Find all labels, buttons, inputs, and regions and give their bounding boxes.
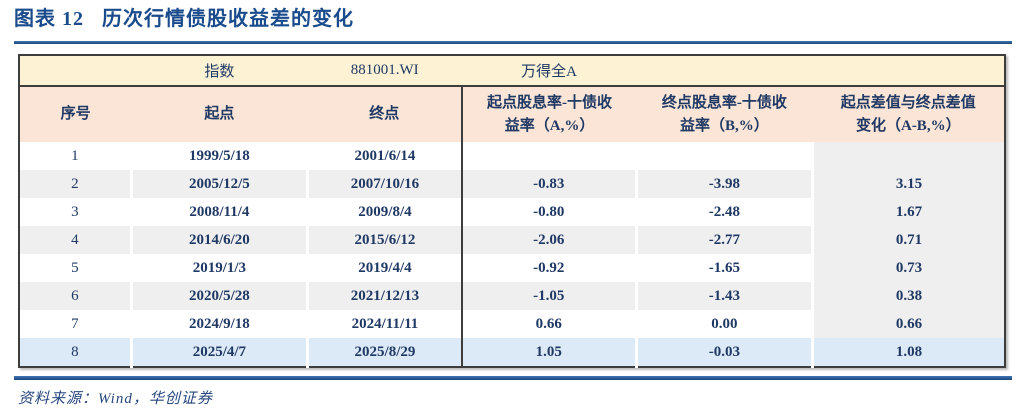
table-row: 7 2024/9/18 2024/11/11 0.66 0.00 0.66 xyxy=(19,310,1005,338)
column-header-end: 终点 xyxy=(307,85,462,142)
start-date-cell: 2014/6/20 xyxy=(129,226,308,254)
table-row: 1 1999/5/18 2001/6/14 xyxy=(19,142,1005,170)
column-header-a: 起点股息率-十债收 益率（A,%） xyxy=(460,85,637,142)
start-date-cell: 2005/12/5 xyxy=(129,170,308,198)
seq-cell: 5 xyxy=(19,254,132,282)
yield-spread-table: 指数 881001.WI 万得全A 序号 起点 终点 起点股息率-十债收 益率（… xyxy=(18,54,1006,368)
seq-cell: 2 xyxy=(19,170,132,198)
value-diff-cell: 0.38 xyxy=(811,282,1005,310)
end-date-cell: 2019/4/4 xyxy=(306,254,462,282)
table-row: 2 2005/12/5 2007/10/16 -0.83 -3.98 3.15 xyxy=(19,170,1005,198)
index-label-cell: 指数 xyxy=(131,55,308,86)
table-row: 3 2008/11/4 2009/8/4 -0.80 -2.48 1.67 xyxy=(19,198,1005,226)
value-diff-cell: 1.67 xyxy=(811,198,1005,226)
value-diff-cell: 0.66 xyxy=(811,310,1005,338)
value-diff-cell: 3.15 xyxy=(811,170,1005,198)
start-date-cell: 2025/4/7 xyxy=(129,338,308,367)
end-date-cell: 2007/10/16 xyxy=(306,170,462,198)
column-header-b-line1: 终点股息率-十债收 xyxy=(661,94,787,111)
value-b-cell: -1.65 xyxy=(634,254,813,282)
value-b-cell: -2.48 xyxy=(634,198,813,226)
column-header-b-line2: 益率（B,%） xyxy=(680,117,769,134)
end-date-cell: 2025/8/29 xyxy=(306,338,462,367)
table-row: 4 2014/6/20 2015/6/12 -2.06 -2.77 0.71 xyxy=(19,226,1005,254)
value-a-cell: 1.05 xyxy=(460,338,637,367)
seq-cell: 4 xyxy=(19,226,132,254)
end-date-cell: 2015/6/12 xyxy=(306,226,462,254)
value-diff-cell: 1.08 xyxy=(811,338,1005,367)
seq-cell: 1 xyxy=(19,142,132,170)
index-row-empty-cell xyxy=(636,55,813,86)
end-date-cell: 2021/12/13 xyxy=(306,282,462,310)
table-header-row: 序号 起点 终点 起点股息率-十债收 益率（A,%） 终点股息率-十债收 益率（… xyxy=(19,85,1005,142)
column-header-b: 终点股息率-十债收 益率（B,%） xyxy=(636,85,813,142)
figure-title: 图表 12 历次行情债股收益差的变化 xyxy=(14,6,1012,32)
value-a-cell: -0.83 xyxy=(460,170,637,198)
value-a-cell: -0.92 xyxy=(460,254,637,282)
value-b-cell xyxy=(634,142,813,170)
title-divider-rule xyxy=(14,41,1012,44)
seq-cell: 6 xyxy=(19,282,132,310)
end-date-cell: 2001/6/14 xyxy=(306,142,462,170)
column-header-diff-line1: 起点差值与终点差值 xyxy=(840,94,976,111)
start-date-cell: 1999/5/18 xyxy=(129,142,308,170)
index-row-empty-cell xyxy=(812,55,1005,86)
column-header-a-line2: 益率（A,%） xyxy=(504,117,595,134)
value-a-cell: -0.80 xyxy=(460,198,637,226)
value-diff-cell: 0.73 xyxy=(811,254,1005,282)
start-date-cell: 2019/1/3 xyxy=(129,254,308,282)
value-a-cell: -2.06 xyxy=(460,226,637,254)
column-header-seq: 序号 xyxy=(19,85,132,142)
value-b-cell: -1.43 xyxy=(634,282,813,310)
value-a-cell: 0.66 xyxy=(460,310,637,338)
source-note: 资料来源：Wind，华创证券 xyxy=(18,391,213,407)
index-code-cell: 881001.WI xyxy=(307,55,462,86)
end-date-cell: 2024/11/11 xyxy=(306,310,462,338)
table-row: 5 2019/1/3 2019/4/4 -0.92 -1.65 0.73 xyxy=(19,254,1005,282)
footer-divider-rule xyxy=(14,376,1012,380)
column-header-start: 起点 xyxy=(131,85,308,142)
index-name-cell: 万得全A xyxy=(461,55,637,86)
table-row-highlighted: 8 2025/4/7 2025/8/29 1.05 -0.03 1.08 xyxy=(19,338,1005,367)
start-date-cell: 2020/5/28 xyxy=(129,282,308,310)
table-row: 6 2020/5/28 2021/12/13 -1.05 -1.43 0.38 xyxy=(19,282,1005,310)
end-date-cell: 2009/8/4 xyxy=(306,198,462,226)
value-b-cell: 0.00 xyxy=(634,310,813,338)
column-header-diff-line2: 变化（A-B,%） xyxy=(855,117,961,134)
value-b-cell: -0.03 xyxy=(634,338,813,367)
value-a-cell xyxy=(460,142,637,170)
value-a-cell: -1.05 xyxy=(460,282,637,310)
start-date-cell: 2024/9/18 xyxy=(129,310,308,338)
figure-title-text: 历次行情债股收益差的变化 xyxy=(102,8,354,30)
column-header-a-line1: 起点股息率-十债收 xyxy=(487,94,613,111)
value-b-cell: -2.77 xyxy=(634,226,813,254)
seq-cell: 8 xyxy=(19,338,132,367)
table-index-row: 指数 881001.WI 万得全A xyxy=(19,55,1005,86)
column-header-diff: 起点差值与终点差值 变化（A-B,%） xyxy=(812,85,1005,142)
start-date-cell: 2008/11/4 xyxy=(129,198,308,226)
seq-cell: 7 xyxy=(19,310,132,338)
seq-cell: 3 xyxy=(19,198,132,226)
index-row-empty-cell xyxy=(19,55,132,86)
value-diff-cell: 0.71 xyxy=(811,226,1005,254)
value-b-cell: -3.98 xyxy=(634,170,813,198)
figure-number-label: 图表 12 xyxy=(14,8,84,30)
value-diff-cell xyxy=(811,142,1005,170)
